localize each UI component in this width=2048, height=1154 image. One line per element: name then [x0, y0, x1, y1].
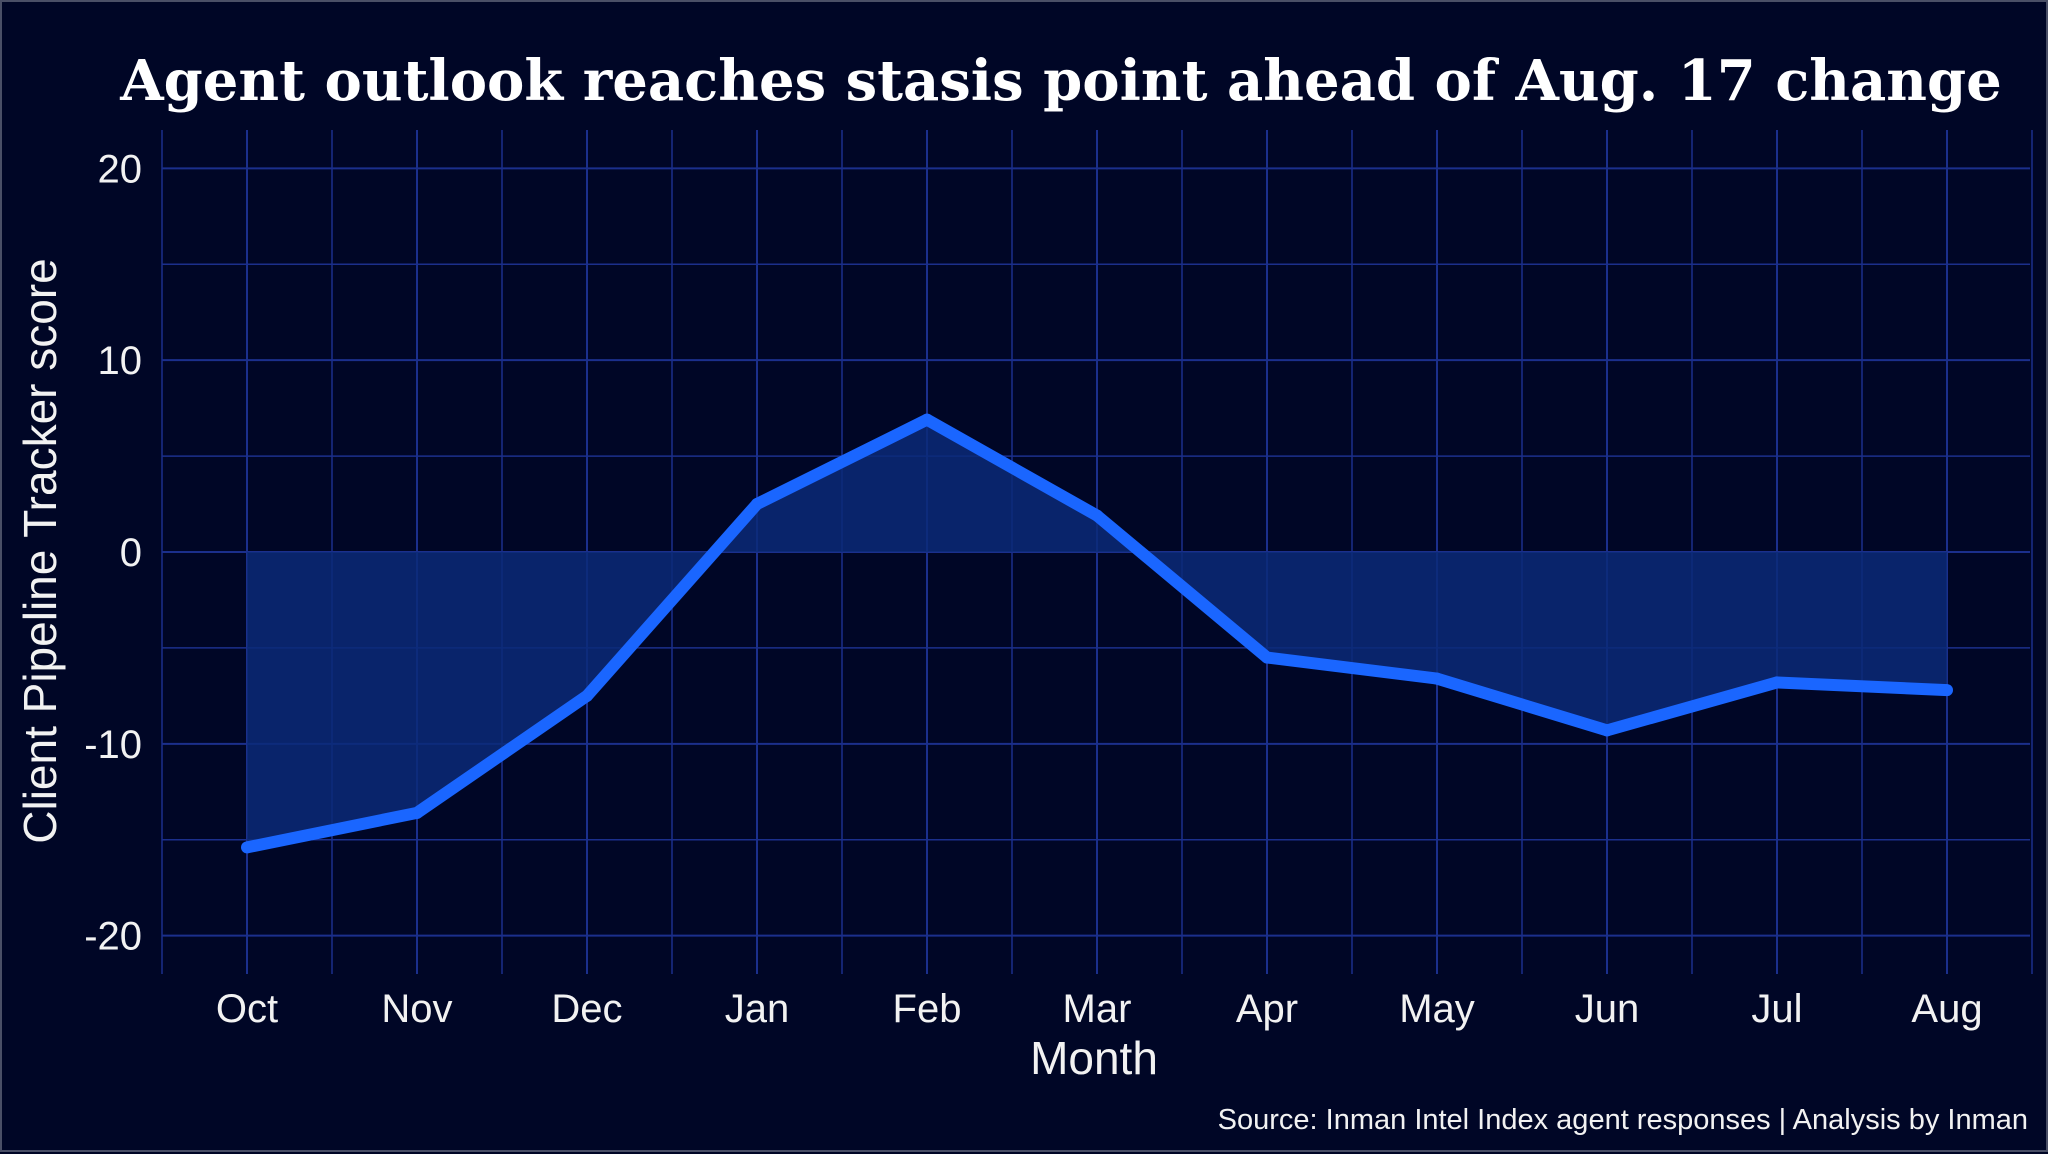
chart-title: Agent outlook reaches stasis point ahead… [119, 48, 2002, 114]
x-tick-label-dec: Dec [551, 987, 622, 1031]
x-tick-label-nov: Nov [381, 987, 452, 1031]
y-tick-label: -20 [84, 915, 142, 959]
data-point-jul [1771, 676, 1783, 689]
data-point-jan [751, 498, 763, 511]
source-caption: Source: Inman Intel Index agent response… [1218, 1104, 2028, 1136]
x-tick-label-feb: Feb [893, 987, 962, 1031]
x-tick-label-aug: Aug [1911, 987, 1982, 1031]
x-tick-label-mar: Mar [1063, 987, 1132, 1031]
y-axis-tick-labels: -20 -10 0 10 20 [84, 147, 142, 958]
data-point-jun [1601, 724, 1613, 737]
x-tick-label-may: May [1399, 987, 1475, 1031]
x-axis-title: Month [1030, 1032, 1158, 1084]
y-tick-label: 10 [98, 339, 143, 383]
area-fill-group [247, 419, 1947, 848]
y-tick-label: 0 [120, 531, 142, 575]
area-fill [247, 419, 1947, 848]
x-tick-label-jul: Jul [1751, 987, 1802, 1031]
data-point-nov [411, 806, 423, 819]
series-line-group [241, 413, 1953, 854]
data-point-aug [1941, 684, 1953, 697]
data-point-mar [1091, 509, 1103, 522]
y-axis-title: Client Pipeline Tracker score [14, 258, 66, 843]
y-tick-label: -10 [84, 723, 142, 767]
data-point-may [1431, 672, 1443, 685]
data-point-oct [241, 841, 253, 854]
x-tick-label-jan: Jan [725, 987, 790, 1031]
x-tick-label-jun: Jun [1575, 987, 1640, 1031]
x-axis-tick-labels: Oct Nov Dec Jan Feb Mar Apr May Jun Jul Aug [216, 987, 1983, 1031]
x-tick-label-apr: Apr [1236, 987, 1298, 1031]
data-point-feb [921, 413, 933, 426]
data-point-apr [1261, 651, 1273, 664]
x-tick-label-oct: Oct [216, 987, 278, 1031]
data-point-dec [581, 689, 593, 702]
y-tick-label: 20 [98, 147, 143, 191]
